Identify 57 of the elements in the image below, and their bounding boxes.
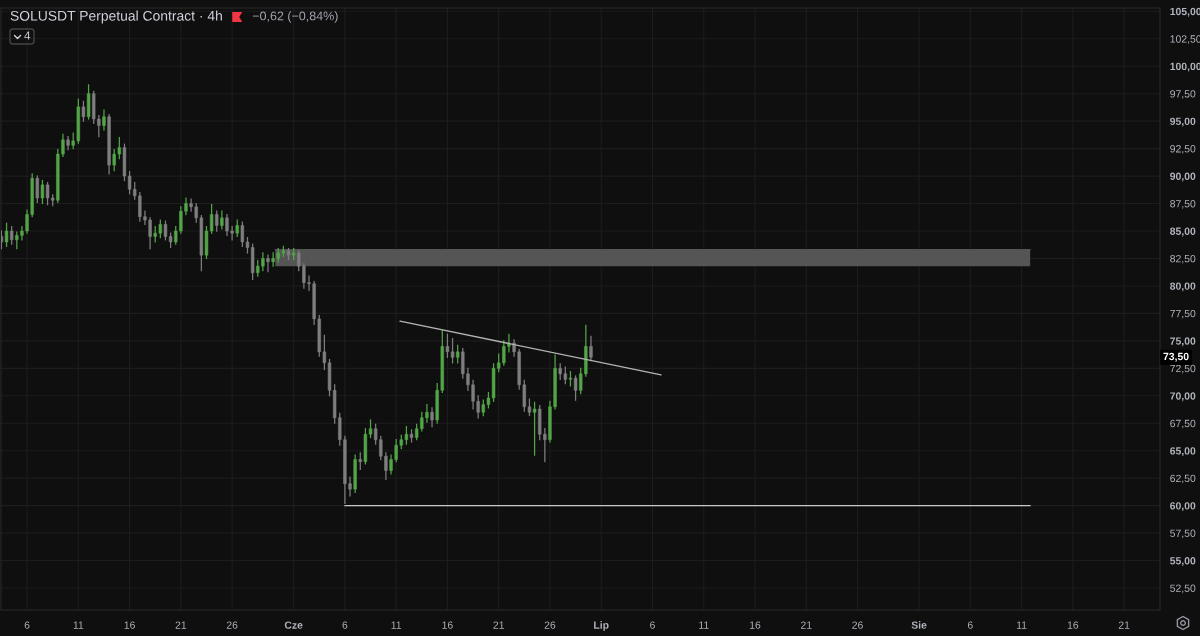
y-tick-label: 65,00	[1170, 447, 1196, 457]
y-tick-label: 95,00	[1170, 117, 1196, 127]
y-tick-label: 75,00	[1170, 337, 1196, 347]
x-tick-label: 11	[699, 621, 709, 629]
x-tick-label: 26	[226, 621, 238, 629]
x-tick-label: 6	[342, 621, 348, 629]
y-tick-label: 92,50	[1170, 145, 1196, 154]
x-tick-label: 21	[801, 621, 812, 629]
candlestick	[215, 210, 219, 232]
x-tick-label: 6	[650, 621, 655, 629]
x-tick-label: 6	[24, 621, 30, 629]
x-tick-label: 11	[1016, 621, 1027, 629]
annotation: 4	[24, 31, 31, 40]
candlestick	[81, 100, 86, 122]
candlestick	[430, 407, 434, 428]
y-tick-label: 72,50	[1170, 364, 1196, 374]
y-tick-label: 62,50	[1170, 474, 1196, 484]
candlestick	[40, 179, 45, 205]
y-tick-label: 70,00	[1170, 392, 1196, 402]
x-tick-label: 26	[544, 621, 556, 629]
x-tick-label: Cze	[284, 621, 303, 629]
candlestick	[4, 222, 9, 248]
x-tick-label: 16	[442, 621, 453, 629]
y-tick-label: 52,50	[1170, 584, 1196, 594]
x-tick-label: 11	[391, 621, 402, 629]
y-tick-label: 55,00	[1170, 557, 1196, 566]
candlestick	[589, 335, 593, 362]
y-tick-label: 80,00	[1170, 282, 1196, 292]
x-tick-label: Lip	[594, 621, 609, 631]
candlestick	[102, 109, 106, 131]
x-tick-label: 11	[73, 621, 84, 629]
y-tick-label: 97,50	[1170, 90, 1196, 99]
x-tick-label: 21	[1118, 621, 1130, 629]
y-tick-label: 82,50	[1170, 254, 1196, 264]
x-tick-label: 16	[750, 621, 761, 629]
x-tick-label: Sie	[911, 621, 927, 629]
candlestick	[532, 401, 537, 456]
y-tick-label: 87,50	[1170, 200, 1196, 209]
y-tick-label: 85,00	[1170, 227, 1196, 237]
candlestick	[35, 175, 39, 204]
x-tick-label: 21	[493, 621, 504, 629]
y-tick-label: 90,00	[1170, 172, 1196, 182]
x-tick-label: 26	[852, 621, 863, 629]
chart-title: SOLUSDT Perpetual Contract · 4h	[10, 10, 222, 24]
x-tick-label: 21	[175, 621, 187, 629]
y-tick-label: 60,00	[1170, 502, 1196, 512]
x-tick-label: 16	[124, 621, 135, 629]
x-tick-label: 16	[1067, 621, 1079, 629]
y-tick-label: 67,50	[1170, 419, 1196, 429]
annotation: 73,50	[1163, 352, 1189, 362]
chart-subtitle: −0,62 (−0,84%)	[252, 11, 338, 23]
x-tick-label: 6	[967, 621, 973, 629]
candlestick	[266, 254, 270, 273]
candlestick	[86, 84, 91, 120]
y-tick-label: 57,50	[1170, 529, 1196, 539]
y-tick-label: 77,50	[1170, 309, 1196, 319]
candlestick	[573, 375, 578, 401]
